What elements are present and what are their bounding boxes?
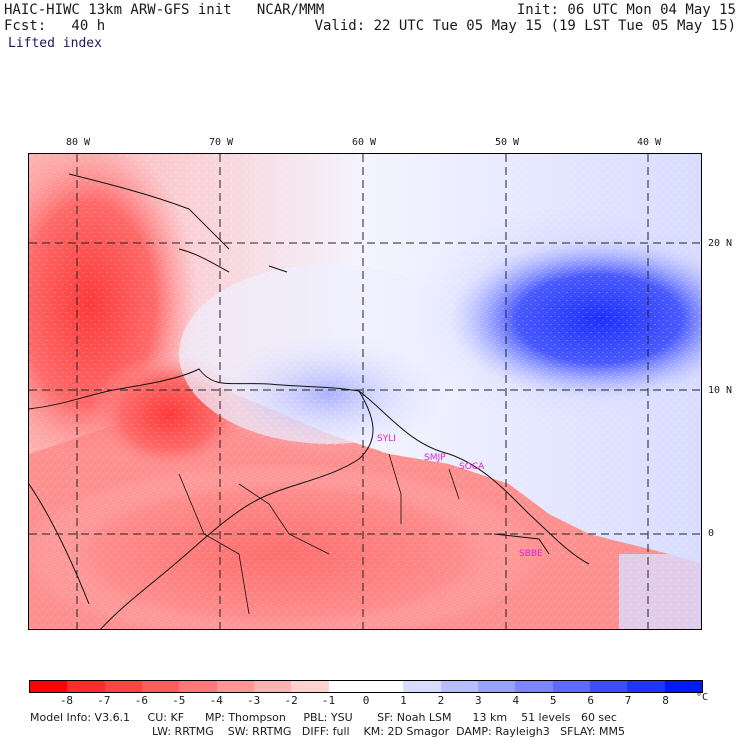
colorbar-tick-label: -2 bbox=[284, 694, 298, 707]
colorbar-cell bbox=[365, 681, 404, 692]
colorbar-cell bbox=[589, 681, 628, 692]
colorbar-tick-label: 3 bbox=[475, 694, 482, 707]
lat-label-20n: 20 N bbox=[708, 238, 733, 249]
colorbar-tick-label: -5 bbox=[172, 694, 186, 707]
colorbar-tick-label: 2 bbox=[437, 694, 445, 707]
colorbar-tick-label: 1 bbox=[400, 694, 407, 707]
station-label-soca: SOCA bbox=[459, 462, 485, 472]
colorbar-tick-label: 6 bbox=[587, 694, 594, 707]
colorbar-cell bbox=[477, 681, 516, 692]
lat-label-0: 0 bbox=[708, 528, 715, 539]
lon-label-80w: 80 W bbox=[66, 137, 91, 148]
colorbar-tick-label: 5 bbox=[549, 694, 557, 707]
colorbar-tick-label: 0 bbox=[362, 694, 370, 707]
colorbar-tick-label: 4 bbox=[512, 694, 520, 707]
colorbar-cell bbox=[104, 681, 142, 692]
colorbar-cell bbox=[216, 681, 254, 692]
valid-time: Valid: 22 UTC Tue 05 May 15 (19 LST Tue … bbox=[314, 18, 736, 34]
colorbar-cell bbox=[403, 681, 441, 692]
colorbar-tick-label: -7 bbox=[97, 694, 111, 707]
colorbar-tick-label: 7 bbox=[624, 694, 632, 707]
model-info-line1: Model Info: V3.6.1 CU: KF MP: Thompson P… bbox=[30, 711, 617, 724]
colorbar-cell bbox=[141, 681, 180, 692]
colorbar-tick-label: -3 bbox=[247, 694, 261, 707]
lon-label-40w: 40 W bbox=[637, 137, 662, 148]
model-info-line2: LW: RRTMG SW: RRTMG DIFF: full KM: 2D Sm… bbox=[152, 725, 625, 738]
colorbar-tick-label: -1 bbox=[321, 694, 336, 707]
lifted-index-map: SYLI SMJP SOCA SBBE bbox=[28, 153, 702, 630]
lon-label-50w: 50 W bbox=[495, 137, 520, 148]
station-label-syli: SYLI bbox=[377, 434, 396, 444]
station-label-smjp: SMJP bbox=[424, 453, 446, 463]
colorbar-cell bbox=[291, 681, 329, 692]
model-title: HAIC-HIWC 13km ARW-GFS init NCAR/MMM bbox=[4, 2, 325, 18]
colorbar-cell bbox=[440, 681, 478, 692]
station-label-sbbe: SBBE bbox=[519, 549, 543, 559]
lon-label-60w: 60 W bbox=[352, 137, 377, 148]
forecast-hour: Fcst: 40 h bbox=[4, 18, 106, 34]
colorbar-cell bbox=[627, 681, 665, 692]
lat-label-10n: 10 N bbox=[708, 385, 733, 396]
colorbar-cell bbox=[515, 681, 553, 692]
colorbar-cell bbox=[67, 681, 105, 692]
colorbar bbox=[29, 680, 703, 693]
colorbar-cell bbox=[179, 681, 217, 692]
colorbar-cell bbox=[552, 681, 590, 692]
colorbar-unit: °C bbox=[696, 692, 709, 703]
colorbar-tick-label: 8 bbox=[662, 694, 669, 707]
init-time: Init: 06 UTC Mon 04 May 15 bbox=[516, 2, 736, 18]
colorbar-cell bbox=[30, 681, 68, 692]
lon-label-70w: 70 W bbox=[209, 137, 234, 148]
colorbar-cell bbox=[328, 681, 366, 692]
colorbar-tick-label: -6 bbox=[134, 694, 148, 707]
field-name: Lifted index bbox=[8, 36, 102, 51]
colorbar-cell bbox=[253, 681, 292, 692]
colorbar-tick-label: -4 bbox=[209, 694, 223, 707]
colorbar-tick-label: -8 bbox=[59, 694, 74, 707]
colorbar-cell bbox=[664, 681, 702, 692]
